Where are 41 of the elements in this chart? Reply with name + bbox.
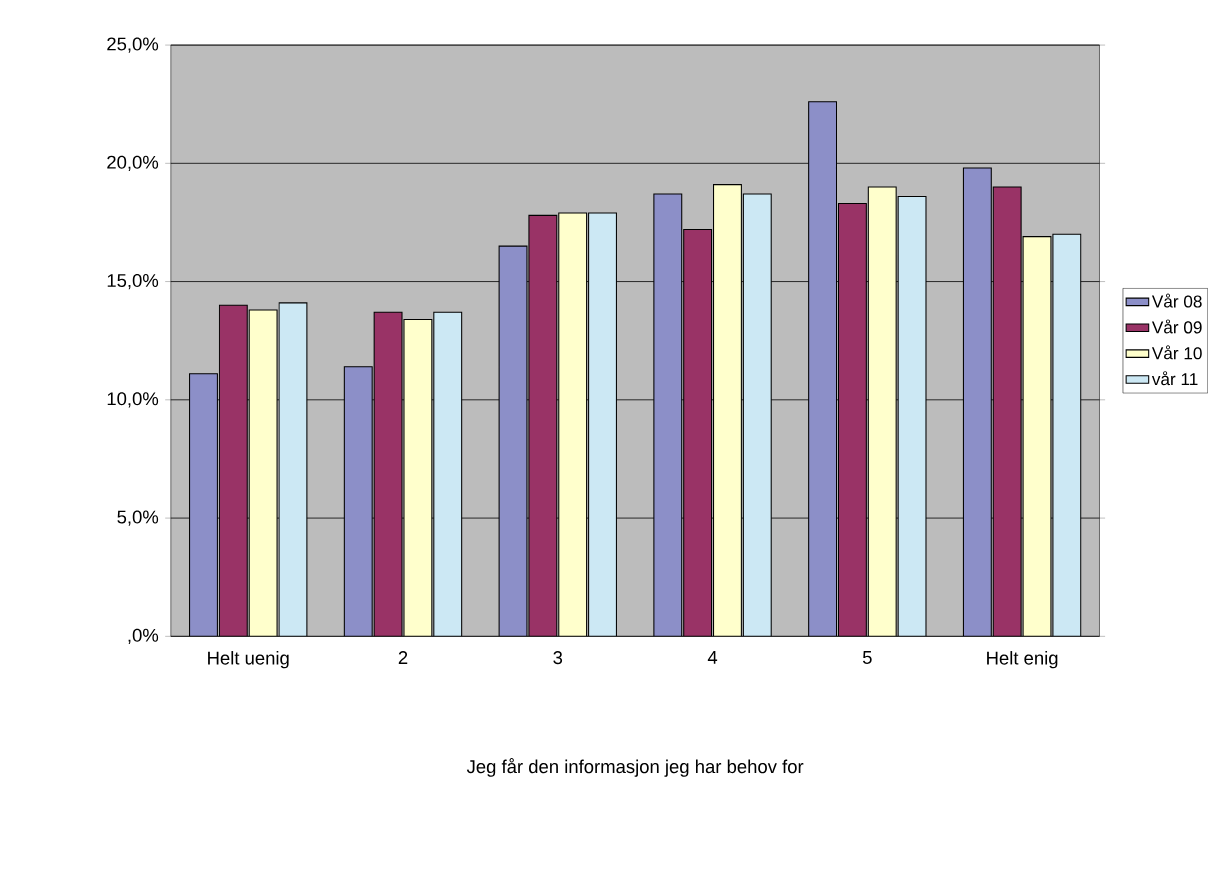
bar: [867, 186, 897, 637]
bar: [713, 183, 742, 637]
y-tick-label: ,0%: [128, 628, 159, 644]
bar: [1022, 235, 1052, 637]
bar: [373, 311, 403, 637]
bar: [653, 193, 683, 637]
x-tick-label: Helt enig: [987, 650, 1058, 669]
legend-label: Vår 09: [1151, 319, 1202, 334]
bar: [897, 195, 927, 637]
legend-label: Vår 10: [1151, 345, 1202, 360]
legend-label: Vår 08: [1151, 293, 1202, 308]
bar: [248, 309, 278, 637]
y-tick-label: 10,0%: [107, 391, 159, 408]
bar: [528, 214, 558, 637]
bar: [189, 373, 218, 637]
bar: [403, 318, 433, 637]
bar: [992, 186, 1022, 637]
bar: [837, 202, 867, 637]
bar: [962, 167, 992, 637]
bar: [218, 304, 248, 637]
x-tick-label: 2: [398, 650, 408, 664]
bar: [498, 245, 528, 637]
bar: [742, 193, 772, 637]
x-tick-label: 3: [553, 650, 563, 664]
bar: [278, 302, 308, 637]
legend-label: vår 11: [1151, 370, 1198, 385]
x-tick-label: 4: [707, 650, 718, 664]
x-axis-title: Jeg får den informasjon jeg har behov for: [466, 757, 804, 777]
x-tick-label: 5: [862, 650, 872, 664]
y-tick-label: 5,0%: [117, 510, 159, 526]
bar: [683, 228, 713, 637]
y-tick-label: 20,0%: [107, 155, 159, 171]
bar: [558, 212, 588, 637]
bar: [343, 365, 373, 637]
bar: [433, 311, 463, 637]
bar: [808, 101, 838, 637]
x-tick-label: Helt uenig: [208, 650, 289, 669]
y-tick-label: 25,0%: [107, 37, 159, 53]
bar: [588, 212, 617, 637]
bar: [1052, 233, 1082, 637]
y-tick-label: 15,0%: [107, 273, 159, 289]
